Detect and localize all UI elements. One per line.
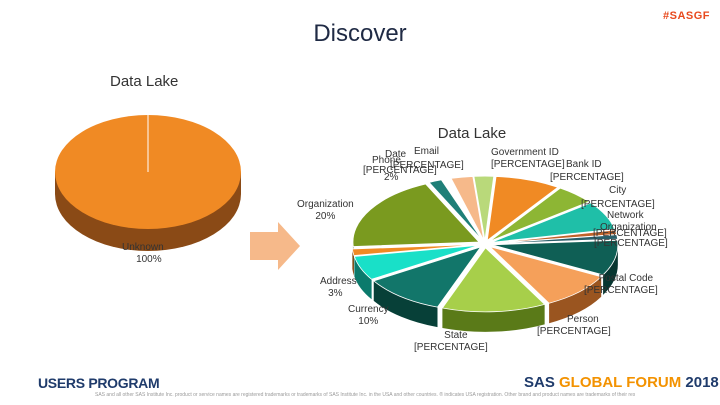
left-pie — [55, 115, 241, 251]
right-pie-slice-person — [489, 246, 602, 304]
right-pie-slice-postal-code-band — [491, 239, 619, 276]
arrow-icon — [250, 222, 300, 270]
right-pie-slice-organization-small — [491, 234, 619, 244]
right-pie — [351, 175, 619, 332]
right-pie-slice-state — [441, 247, 546, 313]
label-bank-id: Bank ID — [566, 159, 602, 170]
label-network: Network — [607, 210, 644, 221]
label-phone: Phone — [372, 155, 401, 166]
label-government-id: Government ID [PERCENTAGE] — [491, 147, 565, 170]
right-pie-slice-address — [353, 244, 479, 280]
right-pie-side-currency — [373, 280, 438, 328]
right-pie-slice-organization-20 — [352, 183, 480, 247]
label-postal-code: Postal Code [PERCENTAGE] — [584, 273, 658, 296]
slide-subtitle: Data Lake — [110, 73, 179, 90]
users-program-logo: USERS PROGRAM — [38, 375, 160, 391]
right-pie-slice-email — [473, 175, 495, 241]
label-city: City — [609, 185, 627, 196]
label-currency: Currency 10% — [348, 304, 389, 327]
trademark-disclaimer: SAS and all other SAS Institute Inc. pro… — [95, 392, 635, 398]
sas-global-forum-logo: SAS GLOBAL FORUM 2018 — [524, 374, 719, 391]
label-city-value: [PERCENTAGE] — [581, 199, 655, 210]
label-person: Person [PERCENTAGE] — [537, 314, 611, 337]
label-organization-left: Organization 20% — [297, 199, 354, 222]
label-bank-id-value: [PERCENTAGE] — [550, 172, 624, 183]
right-pie-side-postal-code-band — [603, 244, 618, 295]
left-pie-label: Unknown 100% — [122, 242, 164, 265]
slide-title: Discover — [313, 20, 407, 47]
label-organization-right: Organization — [600, 222, 657, 233]
right-pie-side-address — [354, 256, 372, 300]
right-pie-slice-address-thin — [351, 244, 479, 257]
right-pie-slice-phone — [428, 179, 483, 241]
label-state: State [PERCENTAGE] — [414, 330, 488, 353]
label-address: Address 3% — [320, 276, 357, 299]
right-pie-slice-city — [491, 202, 616, 243]
label-date: Date — [385, 149, 407, 160]
right-pie-side-person — [549, 276, 602, 324]
label-phone-value: 2% — [384, 172, 399, 183]
label-email-value: [PERCENTAGE] — [390, 160, 464, 171]
label-email: Email — [414, 146, 440, 157]
label-network-value: [PERCENTAGE] — [593, 228, 667, 239]
label-date-value: [PERCENTAGE] — [363, 165, 437, 176]
chart-title: Data Lake — [437, 125, 507, 142]
right-pie-slice-government-id — [486, 176, 559, 242]
right-pie-slice-date — [450, 176, 485, 241]
right-pie-slice-bank-id — [489, 187, 590, 242]
hashtag-logo: #SASGF — [662, 10, 710, 22]
right-pie-slice-currency — [372, 246, 482, 308]
label-organization-right-value: [PERCENTAGE] — [594, 238, 668, 249]
